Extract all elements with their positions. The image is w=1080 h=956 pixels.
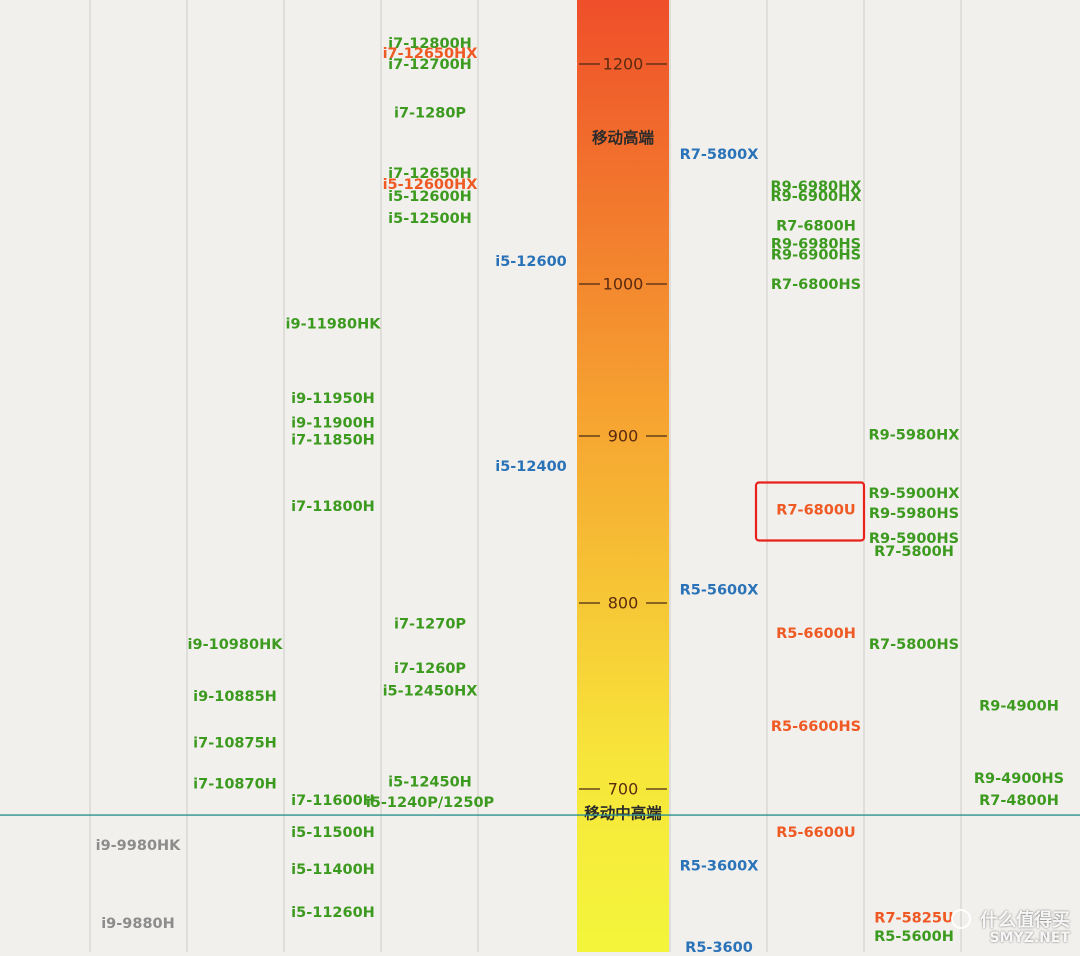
cpu-label: R9-6900HX: [771, 189, 862, 205]
cpu-label: R7-4800H: [979, 793, 1059, 809]
cpu-label: i7-12650HX: [383, 46, 478, 62]
cpu-label: R7-5800H: [874, 544, 954, 560]
cpu-label: R5-6600H: [776, 626, 856, 642]
highlight-box: [754, 481, 866, 542]
cpu-label: i5-1240P/1250P: [366, 795, 495, 811]
cpu-label: i9-11900H: [291, 415, 375, 431]
score-bar: [577, 0, 669, 952]
watermark: 什么值得买 SMYZ.NET: [950, 906, 1070, 946]
cpu-label: R7-5800X: [680, 147, 759, 163]
cpu-label: i7-12700H: [388, 57, 472, 73]
cpu-label: i5-11260H: [291, 905, 375, 921]
cpu-label: i5-12500H: [388, 211, 472, 227]
cpu-label: i5-12600: [495, 254, 567, 270]
cpu-label: i7-11850H: [291, 432, 375, 448]
cpu-label: R9-6980HS: [771, 236, 861, 252]
cpu-label: R5-3600: [685, 940, 753, 952]
cpu-label: R5-6600HS: [771, 719, 861, 735]
cpu-label: i7-12650H: [388, 166, 472, 182]
cpu-label: i5-12450H: [388, 775, 472, 791]
cpu-label: i5-12600HX: [383, 177, 478, 193]
tier-label: 移动中高端: [584, 804, 662, 823]
grid: [89, 0, 962, 952]
tick-label: 1200: [603, 55, 644, 74]
cpu-label: i7-1270P: [394, 616, 466, 632]
tick-label: 1000: [603, 275, 644, 294]
tier-label: 移动高端: [592, 128, 655, 147]
cpu-label: i7-10875H: [193, 736, 277, 752]
score-axis: 1200 1000 900 800 700: [579, 55, 667, 799]
cpu-label: R9-5980HS: [869, 506, 959, 522]
cpu-label: i7-11600H: [291, 793, 375, 809]
cpu-label: i5-11400H: [291, 862, 375, 878]
cpu-label: R5-3600X: [680, 858, 759, 874]
cpu-label: R9-4900H: [979, 698, 1059, 714]
cpu-label: R7-6800U: [776, 502, 855, 518]
cpu-label: i7-10870H: [193, 776, 277, 792]
cpu-label: R5-5600H: [874, 929, 954, 945]
cpu-label: i5-11500H: [291, 825, 375, 841]
cpu-label: i9-10980HK: [188, 637, 284, 653]
cpu-label: i5-12600H: [388, 189, 472, 205]
cpu-label: i7-1260P: [394, 661, 466, 677]
cpu-label: i9-10885H: [193, 689, 277, 705]
cpu-label: i5-12400: [495, 459, 567, 475]
cpu-label: i9-9980HK: [96, 838, 182, 854]
watermark-text-cn: 什么值得买: [980, 910, 1070, 931]
cpu-label: R9-6900HS: [771, 247, 861, 263]
cpu-label: i7-12800H: [388, 36, 472, 52]
cpu-label: i9-11950H: [291, 391, 375, 407]
cpu-label: i7-11800H: [291, 499, 375, 515]
cpu-label: R9-6980HX: [771, 179, 862, 195]
cpu-label: R9-5900HS: [869, 531, 959, 547]
cpu-label: i9-9880H: [101, 916, 175, 932]
tick-label: 800: [608, 594, 639, 613]
watermark-logo-icon: [950, 909, 971, 929]
cpu-label: R9-5900HX: [869, 486, 960, 502]
tick-label: 900: [608, 427, 639, 446]
cpu-label: R7-6800HS: [771, 277, 861, 293]
watermark-text-en: SMYZ.NET: [989, 930, 1070, 946]
cpu-label: R5-6600U: [776, 825, 855, 841]
cpu-label: i7-1280P: [394, 105, 466, 121]
cpu-label: R9-4900HS: [974, 771, 1064, 787]
cpu-label: R7-6800H: [776, 219, 856, 235]
score-gradient-bar: [577, 0, 669, 952]
cpu-label: R7-5800HS: [869, 637, 959, 653]
cpu-label: i5-12450HX: [383, 683, 478, 699]
cpu-label: i9-11980HK: [286, 317, 382, 333]
cpu-label: R5-5600X: [680, 583, 759, 599]
cpu-labels: i9-9980HK i9-9880H i9-10980HK i9-10885H i7-1…: [96, 36, 1065, 956]
cpu-label: R9-5980HX: [869, 427, 960, 443]
tick-label: 700: [608, 780, 639, 799]
cpu-label: R7-5825U: [874, 910, 953, 926]
